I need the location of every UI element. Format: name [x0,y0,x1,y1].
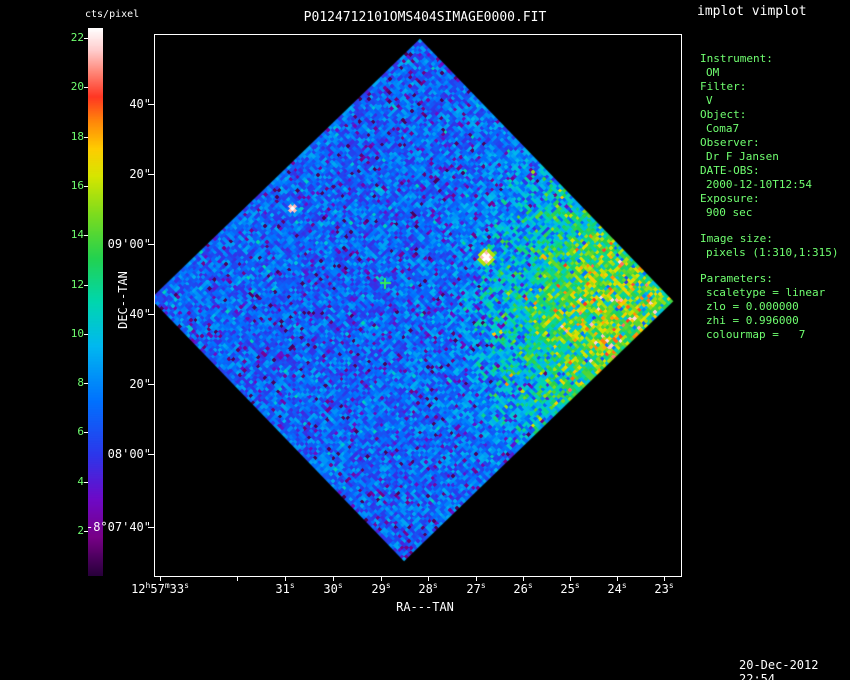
x-tick-mark [664,576,665,581]
info-value: OM [706,66,720,79]
colorbar-tick-label: 18 [70,129,84,143]
app-title: implot vimplot [697,4,807,19]
y-tick-label: 20" [129,167,151,181]
info-value: Coma7 [706,122,740,135]
x-axis-label: RA---TAN [396,600,454,614]
info-value: zlo = 0.000000 [706,300,799,313]
y-tick-mark [148,104,154,105]
colorbar-tick-mark [84,531,88,532]
y-tick-label: 40" [129,307,151,321]
y-tick-mark [148,384,154,385]
colorbar-tick-label: 2 [77,524,84,537]
info-value: colourmap = 7 [706,328,806,341]
info-value: Dr F Jansen [706,150,779,163]
colorbar-tick-label: 16 [70,178,84,192]
info-label: Filter: [700,80,747,93]
colorbar-tick-mark [84,235,88,236]
info-value: 900 sec [706,206,753,219]
plot-frame [154,34,682,577]
info-value: V [706,94,713,107]
colorbar-tick-mark [84,334,88,335]
render-timestamp: 20-Dec-2012 22:54 [739,658,819,680]
colorbar-tick-mark [84,383,88,384]
y-tick-mark [148,454,154,455]
y-axis-label: DEC--TAN [116,271,130,329]
info-value: zhi = 0.996000 [706,314,799,327]
info-value: scaletype = linear [706,286,826,299]
info-value: 2000-12-10T12:54 [706,178,812,191]
x-tick-label: 12h57m33s [131,581,189,597]
y-tick-label: 40" [129,97,151,111]
x-tick-mark [428,576,429,581]
x-tick-label: 24s [607,581,627,597]
x-tick-mark [333,576,334,581]
colorbar-tick-label: 4 [77,474,84,488]
y-tick-mark [148,244,154,245]
info-label: Parameters: [700,272,773,285]
colorbar-units-label: cts/pixel [85,9,140,20]
colorbar-tick-mark [84,137,88,138]
plot-title: P0124712101OMS404SIMAGE0000.FIT [303,10,547,25]
x-tick-mark [160,576,161,581]
x-tick-label: 28s [418,581,438,597]
y-tick-label: 08'00" [107,447,151,461]
x-tick-label: 25s [560,581,580,597]
colorbar-tick-mark [84,186,88,187]
colorbar-tick-mark [84,87,88,88]
x-tick-label: 26s [513,581,533,597]
colorbar-tick-label: 12 [70,277,84,291]
x-tick-mark [617,576,618,581]
colorbar-tick-mark [84,432,88,433]
info-value: pixels (1:310,1:315) [706,246,839,259]
x-tick-label: 23s [654,581,674,597]
colorbar-tick-mark [84,38,88,39]
x-tick-label: 30s [323,581,343,597]
colorbar-gradient [88,28,103,576]
info-label: Observer: [700,136,760,149]
x-tick-mark [285,576,286,581]
colorbar-tick-label: 14 [70,228,84,242]
y-tick-mark [148,527,154,528]
colorbar-tick-label: 8 [77,376,84,390]
y-tick-label: 09'00" [107,237,151,251]
colorbar-tick-mark [84,482,88,483]
info-label: Instrument: [700,52,773,65]
x-tick-mark [570,576,571,581]
colorbar-tick-label: 20 [70,80,84,94]
y-tick-mark [148,174,154,175]
colorbar-tick-label: 6 [77,425,84,439]
x-tick-mark [381,576,382,581]
colorbar-tick-label: 22 [70,31,84,44]
info-label: DATE-OBS: [700,164,760,177]
info-label: Object: [700,108,747,121]
info-label: Exposure: [700,192,760,205]
x-tick-label: 29s [371,581,391,597]
y-tick-label: 20" [129,377,151,391]
x-tick-label: 27s [466,581,486,597]
info-label: Image size: [700,232,773,245]
y-tick-mark [148,314,154,315]
colorbar-tick-mark [84,285,88,286]
y-tick-label: -8°07'40" [85,520,151,534]
x-tick-label: 31s [275,581,295,597]
x-tick-mark [523,576,524,581]
colorbar-tick-label: 10 [70,326,84,340]
metadata-panel: Instrument: OM Filter: V Object: Coma7 Observe… [700,52,838,342]
x-tick-mark [476,576,477,581]
x-tick-mark [237,576,238,581]
sky-image-canvas[interactable] [155,35,681,576]
